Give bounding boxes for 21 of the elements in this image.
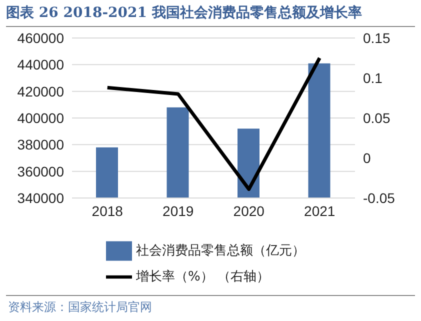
y2-tick-label: 0 <box>363 150 371 166</box>
legend-label: 增长率（%） （右轴） <box>136 270 270 285</box>
chart-title: 图表 26 2018-2021 我国社会消费品零售总额及增长率 <box>6 4 362 22</box>
text: 资料来源：国家统计局官网 <box>8 299 152 316</box>
y2-tick-label: -0.05 <box>363 190 396 206</box>
line-series <box>106 56 322 191</box>
y-tick-label: 340000 <box>17 190 64 206</box>
y2-tick-label: 0.05 <box>363 110 390 126</box>
y-tick-label: 360000 <box>17 163 64 180</box>
y-tick-label: 380000 <box>17 136 64 153</box>
x-tick-label: 2021 <box>304 202 336 219</box>
y-tick-label: 440000 <box>17 56 64 73</box>
x-tick-label: 2020 <box>233 202 265 219</box>
y-tick-label: 400000 <box>17 110 64 126</box>
y-tick-label: 460000 <box>17 30 64 46</box>
y2-tick-label: 0.1 <box>363 70 383 86</box>
x-tick-label: 2018 <box>92 202 124 219</box>
y2-tick-label: 0.15 <box>363 30 390 46</box>
y-tick-label: 420000 <box>17 83 64 100</box>
x-tick-label: 2019 <box>162 202 194 219</box>
legend-label: 社会消费品零售总额（亿元） <box>136 244 305 259</box>
